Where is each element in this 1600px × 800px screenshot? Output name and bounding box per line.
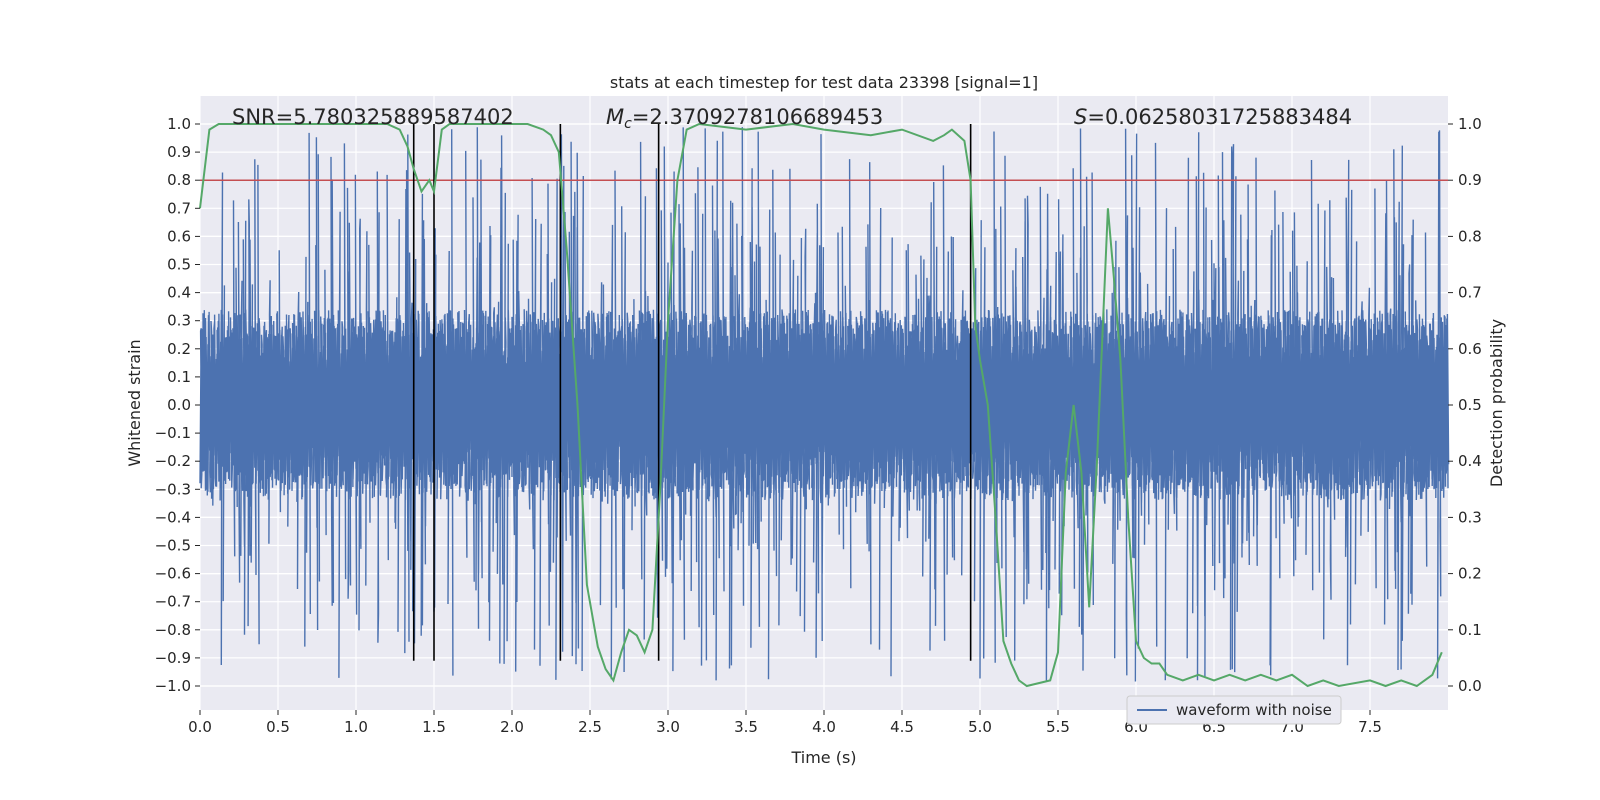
y-axis-label: Whitened strain — [125, 339, 144, 466]
y-tick-label: −0.7 — [155, 593, 191, 611]
chirp-mass-symbol: M — [606, 105, 624, 129]
y-tick-label: −1.0 — [155, 677, 191, 695]
detection-vertical-lines — [412, 124, 972, 661]
legend-box — [1126, 695, 1342, 725]
y-right-axis-ticks: 0.0 0.1 0.2 0.3 0.4 0.5 0.6 0.7 0.8 0.9 1.0 — [1448, 115, 1482, 695]
y-right-tick-label: 0.0 — [1458, 677, 1482, 695]
y-tick-label: −0.5 — [155, 537, 191, 555]
y-right-tick-label: 0.2 — [1458, 565, 1482, 583]
y-right-tick-label: 0.6 — [1458, 340, 1482, 358]
waveform-series — [199, 127, 1450, 682]
spin-annotation: S=0.06258031725883484 — [1074, 105, 1352, 129]
x-axis-label: Time (s) — [790, 748, 856, 767]
x-tick-label: 0.0 — [188, 718, 212, 736]
waveform-line — [199, 127, 1450, 682]
snr-annotation: SNR=5.780325889587402 — [232, 105, 514, 129]
spin-value: =0.06258031725883484 — [1087, 105, 1352, 129]
y-tick-label: 0.0 — [167, 396, 191, 414]
y-right-axis-label: Detection probability — [1487, 319, 1506, 487]
chart-title: stats at each timestep for test data 233… — [610, 73, 1038, 92]
x-tick-label: 1.0 — [344, 718, 368, 736]
y-right-tick-label: 0.5 — [1458, 396, 1482, 414]
y-right-tick-label: 0.4 — [1458, 452, 1482, 470]
x-tick-label: 1.5 — [422, 718, 446, 736]
x-tick-label: 5.5 — [1046, 718, 1070, 736]
y-tick-label: 0.7 — [167, 199, 191, 217]
y-tick-label: 0.5 — [167, 256, 191, 274]
y-tick-label: −0.3 — [155, 480, 191, 498]
y-tick-label: 0.2 — [167, 340, 191, 358]
y-tick-label: 0.1 — [167, 368, 191, 386]
y-tick-label: −0.2 — [155, 452, 191, 470]
y-tick-label: −0.1 — [155, 424, 191, 442]
legend: waveform with noise — [1126, 695, 1342, 725]
y-axis-ticks: −1.0 −0.9 −0.8 −0.7 −0.6 −0.5 −0.4 −0.3 −0.2 −0.1… — [155, 115, 200, 695]
y-tick-label: 0.8 — [167, 171, 191, 189]
y-right-tick-label: 0.9 — [1458, 171, 1482, 189]
chirp-mass-value: =2.3709278106689453 — [632, 105, 883, 129]
x-tick-label: 2.5 — [578, 718, 602, 736]
legend-label: waveform with noise — [1176, 701, 1332, 719]
x-tick-label: 5.0 — [968, 718, 992, 736]
y-tick-label: 0.9 — [167, 143, 191, 161]
y-tick-label: 0.4 — [167, 284, 191, 302]
y-tick-label: 1.0 — [167, 115, 191, 133]
detection-probability-line — [199, 122, 1443, 688]
x-tick-label: 0.5 — [266, 718, 290, 736]
y-right-tick-label: 1.0 — [1458, 115, 1482, 133]
y-right-tick-label: 0.3 — [1458, 508, 1482, 526]
y-tick-label: −0.4 — [155, 508, 191, 526]
spin-symbol: S — [1074, 105, 1087, 129]
y-tick-label: 0.3 — [167, 312, 191, 330]
y-right-tick-label: 0.7 — [1458, 284, 1482, 302]
y-right-tick-label: 0.1 — [1458, 621, 1482, 639]
y-tick-label: 0.6 — [167, 227, 191, 245]
y-tick-label: −0.9 — [155, 649, 191, 667]
chirp-mass-annotation: Mc=2.3709278106689453 — [606, 105, 883, 132]
x-tick-label: 3.5 — [734, 718, 758, 736]
y-right-tick-label: 0.8 — [1458, 227, 1482, 245]
y-tick-label: −0.6 — [155, 565, 191, 583]
x-tick-label: 4.0 — [812, 718, 836, 736]
y-tick-label: −0.8 — [155, 621, 191, 639]
x-tick-label: 3.0 — [656, 718, 680, 736]
chirp-mass-subscript: c — [624, 116, 632, 132]
x-tick-label: 7.5 — [1358, 718, 1382, 736]
x-tick-label: 2.0 — [500, 718, 524, 736]
x-tick-label: 4.5 — [890, 718, 914, 736]
